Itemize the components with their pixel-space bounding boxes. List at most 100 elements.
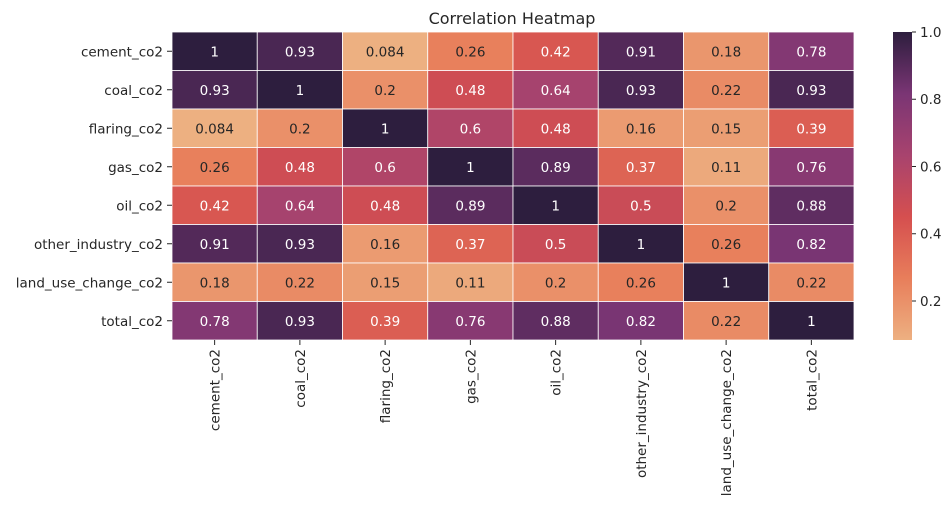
column-labels: cement_co2 coal_co2 flaring_co2 gas_co2 oil_… (208, 340, 820, 496)
heatmap-cell (427, 108, 514, 148)
heatmap-cell (256, 70, 343, 110)
cell-value-label: 0.93 (200, 83, 230, 99)
heatmap-cell (171, 262, 258, 302)
cell-value-label: 0.93 (285, 237, 315, 253)
cell-value-label: 0.5 (630, 198, 651, 214)
heatmap-cell (768, 224, 855, 264)
colorbar-tick-label: 0.6 (920, 159, 941, 175)
cell-value-label: 0.5 (545, 237, 566, 253)
row-labels: cement_co2 coal_co2 flaring_co2 gas_co2 oil_… (16, 44, 172, 330)
cell-value-label: 0.6 (374, 160, 395, 176)
heatmap-cell (427, 70, 514, 110)
heatmap-cell (768, 262, 855, 302)
cell-value-label: 0.93 (285, 314, 315, 330)
cell-value-label: 0.2 (289, 121, 310, 137)
cell-value-label: 1 (637, 237, 646, 253)
cell-value-label: 0.2 (374, 83, 395, 99)
cell-value-label: 0.88 (796, 198, 826, 214)
cell-value-label: 0.48 (455, 83, 485, 99)
cell-value-label: 0.48 (370, 198, 400, 214)
cell-value-label: 0.22 (796, 275, 826, 291)
row-label: total_co2 (101, 314, 163, 330)
colorbar-tick-label: 0.4 (920, 227, 941, 243)
heatmap-cell (512, 224, 599, 264)
heatmap-cell (256, 108, 343, 148)
column-label: oil_co2 (549, 349, 565, 396)
cell-value-label: 0.37 (626, 160, 656, 176)
cell-value-label: 0.16 (626, 121, 656, 137)
colorbar: 0.2 0.4 0.6 0.8 1.0 (893, 25, 941, 340)
heatmap-cell (171, 31, 258, 71)
column-label: flaring_co2 (378, 349, 394, 423)
cell-value-label: 0.42 (200, 198, 230, 214)
heatmap-cell (597, 185, 684, 225)
cell-value-label: 1 (381, 121, 390, 137)
heatmap-cell (512, 185, 599, 225)
cell-value-label: 0.11 (711, 160, 741, 176)
heatmap-cell (342, 262, 429, 302)
column-label: other_industry_co2 (634, 349, 650, 478)
cell-value-label: 0.18 (711, 44, 741, 60)
cell-value-label: 0.88 (541, 314, 571, 330)
heatmap-cell (342, 31, 429, 71)
cell-value-label: 0.15 (370, 275, 400, 291)
cell-value-label: 0.82 (796, 237, 826, 253)
row-label: cement_co2 (81, 44, 163, 60)
heatmap-cell (768, 31, 855, 71)
cell-value-label: 0.78 (200, 314, 230, 330)
heatmap-cell (256, 31, 343, 71)
chart-title: Correlation Heatmap (429, 9, 596, 28)
heatmap-cell (512, 108, 599, 148)
heatmap-cell (171, 147, 258, 187)
heatmap-cell (256, 224, 343, 264)
heatmap-cell (597, 70, 684, 110)
cell-value-label: 0.6 (460, 121, 481, 137)
heatmap-cell (597, 224, 684, 264)
heatmap-cell (768, 108, 855, 148)
heatmap-cell (597, 31, 684, 71)
cell-value-label: 0.26 (711, 237, 741, 253)
row-label: flaring_co2 (89, 121, 163, 137)
cell-value-label: 1 (807, 314, 816, 330)
cell-value-label: 1 (551, 198, 560, 214)
cell-value-label: 0.11 (455, 275, 485, 291)
row-label: oil_co2 (116, 198, 163, 214)
colorbar-gradient (893, 32, 912, 340)
heatmap-cell (512, 262, 599, 302)
cell-value-label: 0.93 (285, 44, 315, 60)
column-label: coal_co2 (293, 349, 309, 408)
cell-value-label: 0.89 (455, 198, 485, 214)
cell-value-label: 0.26 (455, 44, 485, 60)
cell-value-label: 0.22 (711, 314, 741, 330)
heatmap-cell (597, 108, 684, 148)
column-label: total_co2 (804, 349, 820, 411)
cell-value-label: 0.93 (626, 83, 656, 99)
cell-value-label: 0.76 (796, 160, 826, 176)
heatmap-cell (768, 70, 855, 110)
cell-value-label: 0.76 (455, 314, 485, 330)
cell-value-label: 0.64 (285, 198, 315, 214)
heatmap-cell (512, 147, 599, 187)
heatmap-cell (768, 301, 855, 341)
colorbar-tick-label: 0.2 (920, 294, 941, 310)
cell-value-label: 0.91 (200, 237, 230, 253)
heatmap-cell (512, 301, 599, 341)
cell-value-label: 0.26 (200, 160, 230, 176)
row-label: gas_co2 (108, 160, 163, 176)
heatmap-cell (427, 31, 514, 71)
heatmap-cell (342, 224, 429, 264)
cell-value-label: 0.16 (370, 237, 400, 253)
cell-value-label: 1 (210, 44, 219, 60)
cell-value-label: 1 (296, 83, 305, 99)
row-label: land_use_change_co2 (16, 275, 163, 291)
heatmap-cell (683, 262, 770, 302)
cell-value-label: 0.18 (200, 275, 230, 291)
cell-value-label: 0.37 (455, 237, 485, 253)
colorbar-tick-label: 1.0 (920, 25, 941, 41)
column-label: land_use_change_co2 (719, 349, 735, 496)
heatmap-cell (683, 108, 770, 148)
cell-value-label: 0.2 (545, 275, 566, 291)
heatmap-cell (768, 185, 855, 225)
cell-value-label: 0.89 (541, 160, 571, 176)
heatmap-cell (342, 108, 429, 148)
